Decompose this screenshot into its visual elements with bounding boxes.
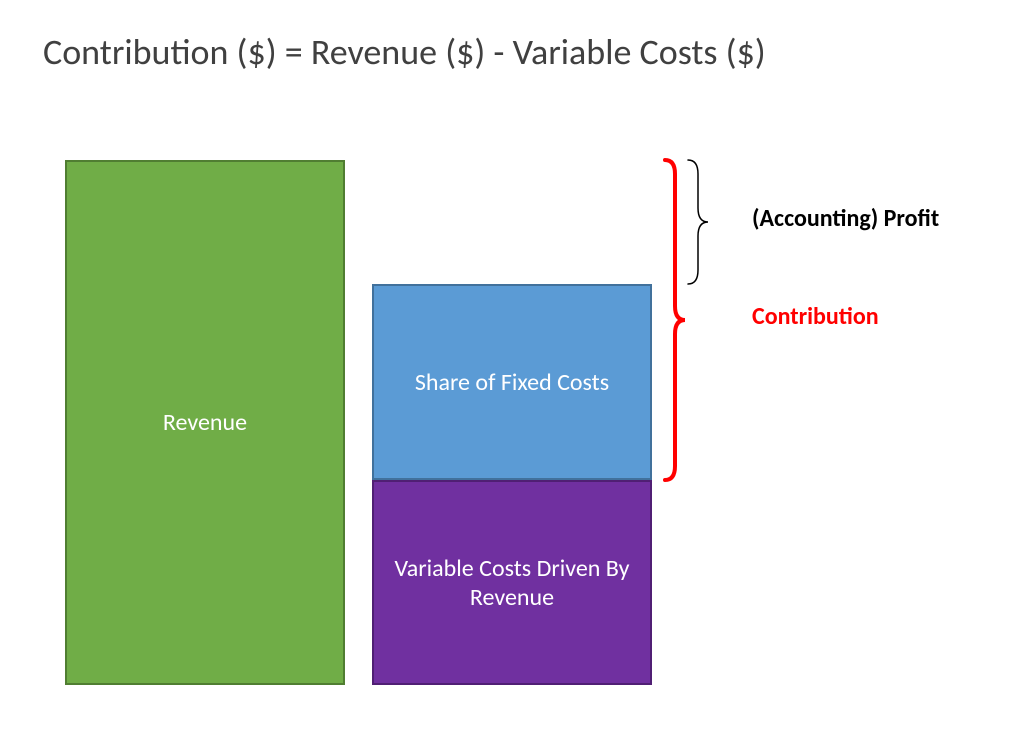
revenue-bar-label: Revenue [163,408,247,437]
fixed-costs-bar: Share of Fixed Costs [372,284,652,480]
formula-title: Contribution ($) = Revenue ($) - Variabl… [43,30,766,74]
profit-brace [688,160,708,284]
profit-label: (Accounting) Profit [752,204,939,233]
diagram-canvas: { "background_color": "#ffffff", "canvas… [0,0,1024,753]
fixed-costs-bar-label: Share of Fixed Costs [415,368,609,397]
revenue-bar: Revenue [65,160,345,685]
variable-costs-bar: Variable Costs Driven By Revenue [372,480,652,685]
contribution-brace [665,160,685,480]
variable-costs-bar-label: Variable Costs Driven By Revenue [374,554,650,612]
contribution-label: Contribution [752,302,879,331]
